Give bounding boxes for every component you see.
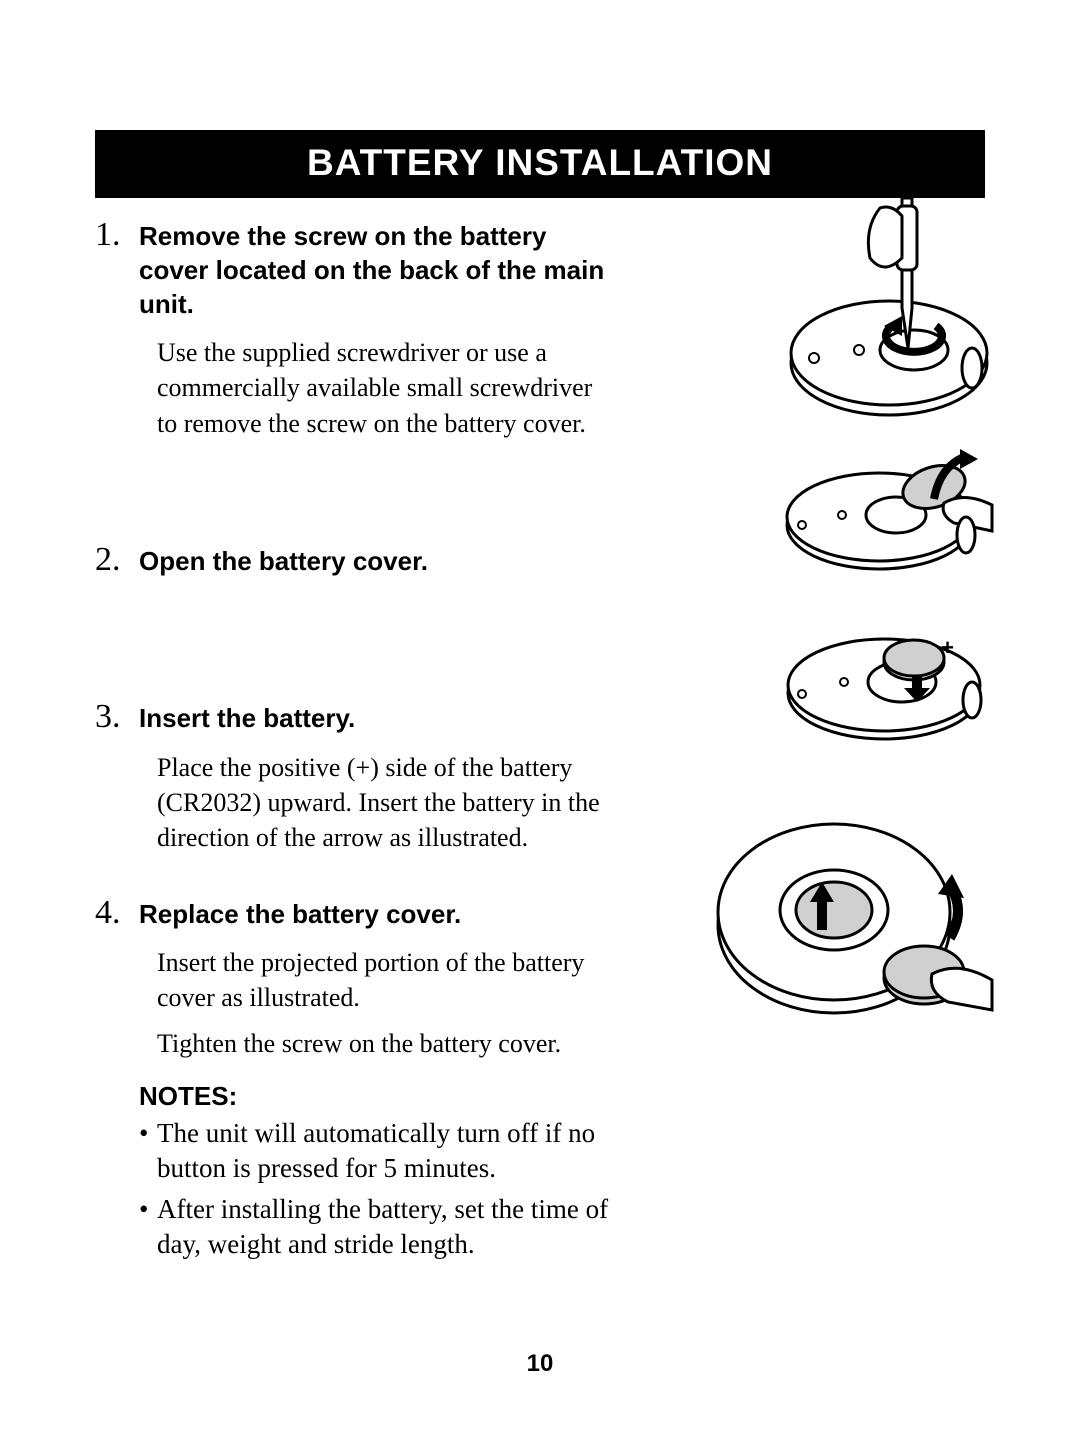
step-4-number: 4.	[95, 894, 139, 931]
step-1-heading: Remove the screw on the battery cover lo…	[139, 216, 615, 321]
step-3-text: Place the positive (+) side of the batte…	[157, 750, 615, 855]
page-number: 10	[0, 1350, 1080, 1378]
illustration-remove-screw	[784, 198, 994, 423]
step-2-heading: Open the battery cover.	[139, 541, 615, 579]
step-1: 1. Remove the screw on the battery cover…	[95, 216, 615, 451]
step-4-text-2: Tighten the screw on the battery cover.	[157, 1026, 615, 1061]
illustration-insert-battery	[784, 618, 994, 743]
step-3-heading: Insert the battery.	[139, 698, 615, 736]
step-2: 2. Open the battery cover.	[95, 541, 615, 593]
step-1-number: 1.	[95, 216, 139, 253]
step-4: 4. Replace the battery cover. Insert the…	[95, 894, 615, 1071]
step-4-heading: Replace the battery cover.	[139, 894, 615, 932]
page-title: BATTERY INSTALLATION	[95, 130, 985, 198]
illustration-replace-cover	[714, 810, 994, 1035]
step-1-text: Use the supplied screwdriver or use a co…	[157, 335, 615, 440]
plus-label: +	[941, 635, 954, 661]
notes-heading: NOTES:	[139, 1081, 615, 1112]
step-3-number: 3.	[95, 698, 139, 735]
step-3: 3. Insert the battery. Place the positiv…	[95, 698, 615, 865]
note-1: The unit will automatically turn off if …	[157, 1116, 615, 1186]
notes-list: •The unit will automatically turn off if…	[139, 1116, 615, 1262]
step-4-text-1: Insert the projected portion of the batt…	[157, 945, 615, 1015]
illustration-open-cover	[784, 445, 994, 575]
note-2: After installing the battery, set the ti…	[157, 1192, 615, 1262]
step-2-number: 2.	[95, 541, 139, 578]
